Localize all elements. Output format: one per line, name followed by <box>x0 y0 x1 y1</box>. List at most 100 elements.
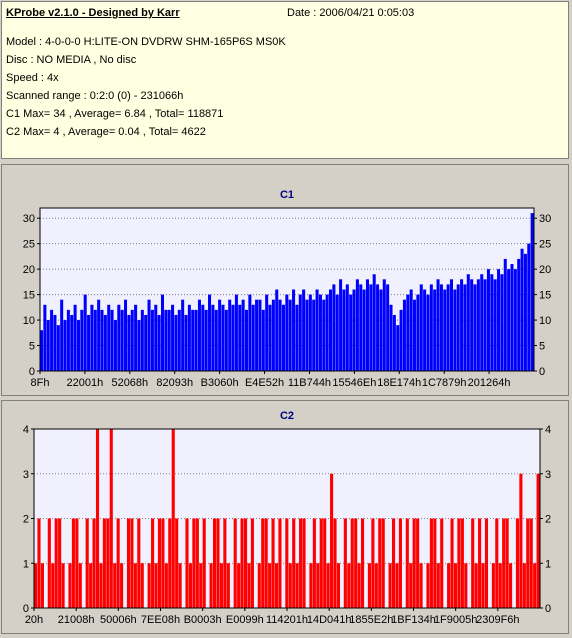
c1-ytick-label-right: 20 <box>539 264 551 276</box>
c1-bar <box>221 304 225 371</box>
c1-bar <box>376 284 380 371</box>
c2-bar <box>92 518 96 608</box>
c1-bar <box>56 325 60 371</box>
c1-bar <box>157 314 161 371</box>
c1-bar <box>73 304 77 371</box>
c2-bar <box>51 563 55 608</box>
c2-bar <box>175 518 179 608</box>
c2-bar <box>212 518 217 608</box>
c1-bar <box>470 279 474 371</box>
c1-bar <box>244 309 249 371</box>
c1-bar <box>251 304 255 371</box>
c1-bar <box>127 314 131 371</box>
c2-bar <box>95 429 100 608</box>
c1-xtick-label: 201264h <box>468 377 511 389</box>
c1-bar <box>305 299 309 371</box>
c1-bar <box>130 309 134 371</box>
c1-bar <box>53 314 57 371</box>
c1-xtick-label: 18E174h <box>377 377 421 389</box>
c2-bar <box>371 518 375 608</box>
c1-bar <box>90 304 94 371</box>
c1-ytick-label-left: 10 <box>23 315 35 327</box>
c1-bar <box>423 289 427 371</box>
c2-bar <box>216 518 220 608</box>
c2-bar <box>71 518 75 608</box>
c1-bar <box>312 299 316 371</box>
c2-bar <box>533 563 537 608</box>
c2-bar <box>75 518 79 608</box>
c1-bar <box>520 248 524 371</box>
c1-bar <box>439 284 443 371</box>
c2-bar <box>233 518 237 608</box>
c2-xtick-label: 2309F6h <box>476 614 519 626</box>
c2-bar <box>460 518 464 608</box>
c2-bar <box>237 563 241 608</box>
c1-bar <box>497 269 501 371</box>
c1-bar <box>97 299 101 371</box>
c1-bar <box>362 289 366 371</box>
c1-bar <box>83 294 87 371</box>
c1-bar <box>500 274 504 371</box>
c1-bar <box>248 294 252 371</box>
c2-bar <box>151 518 155 608</box>
c1-bar <box>174 314 178 371</box>
c2-bar <box>58 518 62 608</box>
c1-bar <box>191 309 195 371</box>
c2-bar <box>209 563 213 608</box>
c1-bar <box>113 320 117 371</box>
c2-bar <box>378 518 382 608</box>
c1-bar <box>40 330 44 371</box>
c2-xtick-label: 21008h <box>58 614 95 626</box>
c2-bar <box>116 518 120 608</box>
c2-bar <box>381 518 385 608</box>
c2-bar <box>491 563 495 608</box>
c2-bar <box>343 518 347 608</box>
c2-bar <box>522 563 526 608</box>
c1-bar <box>466 274 470 371</box>
c2-ytick-label-right: 1 <box>545 558 551 570</box>
c2-bar <box>350 518 354 608</box>
c2-bar <box>247 563 251 608</box>
c1-bar <box>503 258 507 371</box>
c2-xtick-label: 14D041h <box>307 614 352 626</box>
c2-bar <box>302 518 306 608</box>
c1-bar <box>379 289 383 371</box>
c1-bar <box>231 304 235 371</box>
c2-bar <box>412 518 416 608</box>
c1-ytick-label-left: 5 <box>29 341 35 353</box>
c2-bar <box>109 429 113 608</box>
c1-bar <box>117 304 121 371</box>
c1-bar <box>255 299 259 371</box>
c2-bar <box>40 563 44 608</box>
c1-bar <box>144 314 148 371</box>
c2-bar <box>361 518 365 608</box>
c1-ytick-label-right: 30 <box>539 213 551 225</box>
c2-bar <box>199 563 203 608</box>
c1-ytick-label-right: 15 <box>539 290 551 302</box>
c1-bar <box>486 269 490 371</box>
scan-date: Date : 2006/04/21 0:05:03 <box>287 7 415 19</box>
c2-bar <box>367 563 371 608</box>
c1-xtick-label: 82093h <box>156 377 193 389</box>
c1-bar <box>298 294 302 371</box>
c2-bar <box>333 518 337 608</box>
c2-bar <box>498 563 502 608</box>
c2-bar <box>347 563 351 608</box>
c1-bar <box>335 294 339 371</box>
c2-bar <box>171 429 175 608</box>
c1-bar <box>453 289 457 371</box>
c1-bar <box>241 299 245 371</box>
c2-bar <box>316 563 320 608</box>
c2-bar <box>395 563 399 608</box>
c2-bar <box>529 518 533 608</box>
c1-bar <box>345 284 349 371</box>
c1-bar <box>463 284 467 371</box>
c2-bar <box>188 563 192 608</box>
c2-bar <box>292 518 296 608</box>
c2-xtick-label: 114201h <box>266 614 308 626</box>
c2-bar <box>137 518 141 608</box>
c1-bar <box>201 304 205 371</box>
c2-bar <box>398 518 402 608</box>
c1-bar <box>177 309 181 371</box>
c1-bar <box>409 289 413 371</box>
